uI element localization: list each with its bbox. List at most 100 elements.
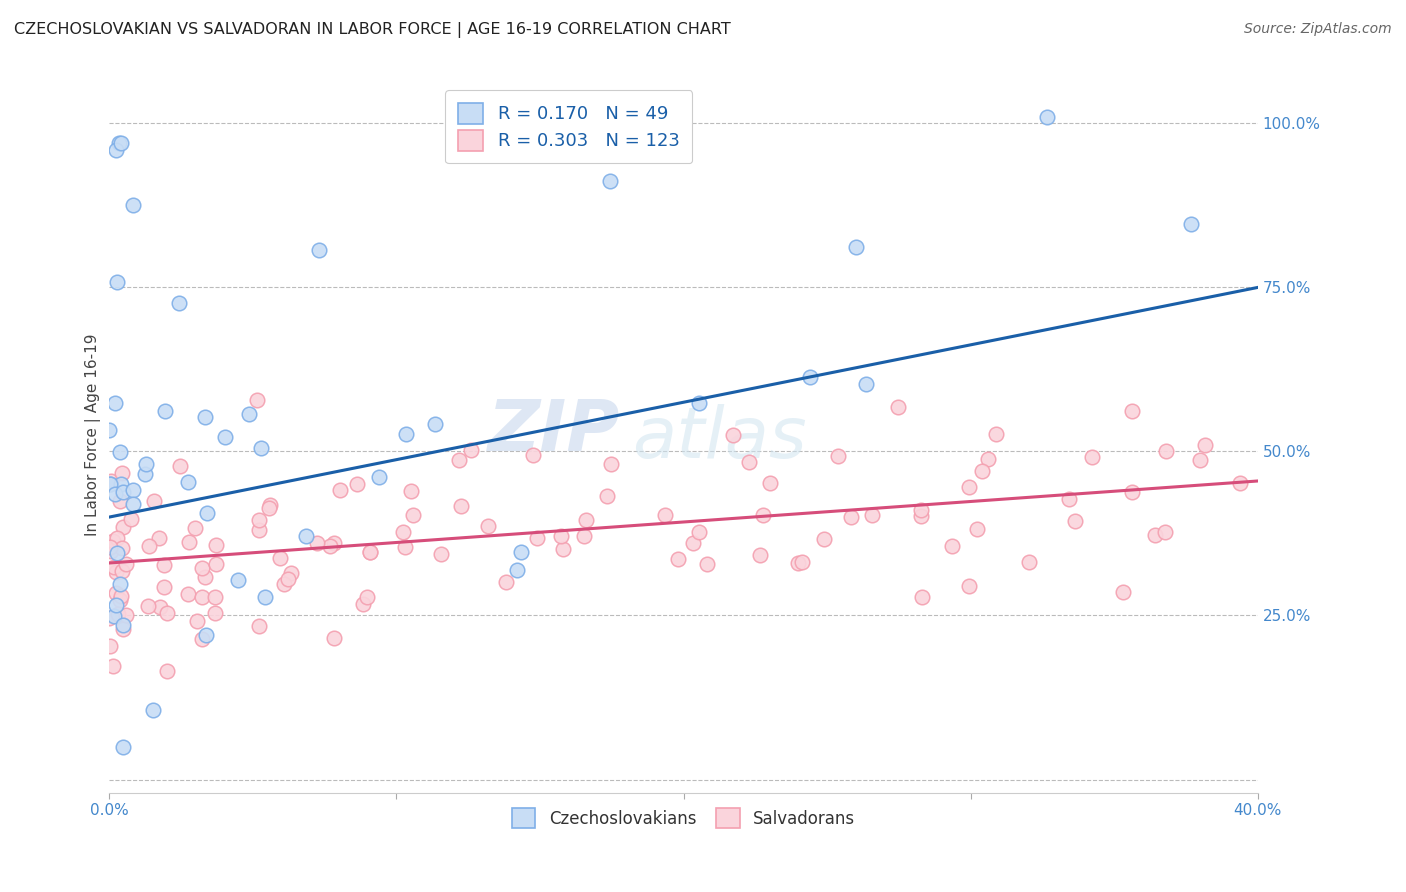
- Point: [134, 467, 156, 482]
- Point: [104, 486, 127, 500]
- Point: [110, 477, 132, 491]
- Point: [101, 534, 124, 549]
- Point: [110, 445, 132, 459]
- Point: [827, 449, 849, 463]
- Point: [194, 410, 217, 425]
- Point: [977, 452, 1000, 467]
- Point: [184, 521, 207, 535]
- Point: [599, 174, 621, 188]
- Point: [247, 523, 270, 537]
- Point: [156, 606, 179, 620]
- Point: [688, 524, 710, 539]
- Point: [257, 501, 280, 516]
- Point: [195, 507, 218, 521]
- Point: [449, 453, 471, 467]
- Point: [957, 479, 980, 493]
- Point: [1121, 404, 1143, 418]
- Point: [120, 512, 142, 526]
- Point: [269, 550, 291, 565]
- Point: [204, 606, 226, 620]
- Point: [105, 599, 128, 613]
- Point: [98, 540, 121, 554]
- Point: [721, 428, 744, 442]
- Point: [305, 535, 328, 549]
- Point: [153, 403, 176, 417]
- Point: [111, 541, 134, 555]
- Point: [813, 533, 835, 547]
- Point: [177, 535, 200, 549]
- Point: [191, 590, 214, 604]
- Point: [1229, 476, 1251, 491]
- Point: [394, 540, 416, 554]
- Point: [214, 429, 236, 443]
- Point: [277, 572, 299, 586]
- Point: [395, 427, 418, 442]
- Point: [177, 587, 200, 601]
- Point: [110, 494, 132, 508]
- Point: [135, 457, 157, 471]
- Point: [152, 558, 174, 572]
- Point: [1057, 491, 1080, 506]
- Point: [392, 525, 415, 540]
- Point: [107, 607, 129, 621]
- Point: [688, 396, 710, 410]
- Point: [450, 499, 472, 513]
- Point: [860, 508, 883, 523]
- Point: [295, 529, 318, 543]
- Point: [226, 574, 249, 588]
- Point: [399, 484, 422, 499]
- Point: [110, 136, 132, 150]
- Point: [654, 508, 676, 523]
- Point: [1063, 515, 1085, 529]
- Point: [423, 417, 446, 431]
- Point: [941, 540, 963, 554]
- Point: [247, 513, 270, 527]
- Point: [169, 296, 191, 310]
- Point: [110, 593, 132, 607]
- Point: [114, 558, 136, 572]
- Point: [105, 566, 128, 580]
- Point: [506, 563, 529, 577]
- Point: [319, 539, 342, 553]
- Point: [957, 579, 980, 593]
- Point: [346, 477, 368, 491]
- Point: [1194, 438, 1216, 452]
- Point: [111, 564, 134, 578]
- Point: [259, 498, 281, 512]
- Text: atlas: atlas: [631, 404, 807, 473]
- Point: [273, 577, 295, 591]
- Legend: Czechoslovakians, Salvadorans: Czechoslovakians, Salvadorans: [505, 802, 862, 834]
- Point: [845, 239, 868, 253]
- Point: [98, 611, 121, 625]
- Point: [114, 607, 136, 622]
- Point: [522, 449, 544, 463]
- Point: [103, 559, 125, 574]
- Point: [911, 590, 934, 604]
- Point: [359, 545, 381, 559]
- Point: [402, 508, 425, 523]
- Point: [495, 574, 517, 589]
- Point: [194, 570, 217, 584]
- Point: [1036, 110, 1059, 124]
- Point: [526, 531, 548, 545]
- Point: [886, 401, 908, 415]
- Point: [749, 548, 772, 562]
- Point: [356, 590, 378, 604]
- Point: [112, 484, 135, 499]
- Point: [205, 558, 228, 572]
- Point: [329, 483, 352, 497]
- Point: [1018, 556, 1040, 570]
- Point: [322, 536, 344, 550]
- Point: [970, 464, 993, 478]
- Point: [204, 590, 226, 604]
- Point: [752, 508, 775, 522]
- Point: [122, 497, 145, 511]
- Point: [112, 739, 135, 754]
- Point: [575, 513, 598, 527]
- Point: [247, 619, 270, 633]
- Point: [136, 599, 159, 614]
- Point: [696, 557, 718, 571]
- Point: [551, 541, 574, 556]
- Point: [1112, 585, 1135, 599]
- Point: [112, 520, 135, 534]
